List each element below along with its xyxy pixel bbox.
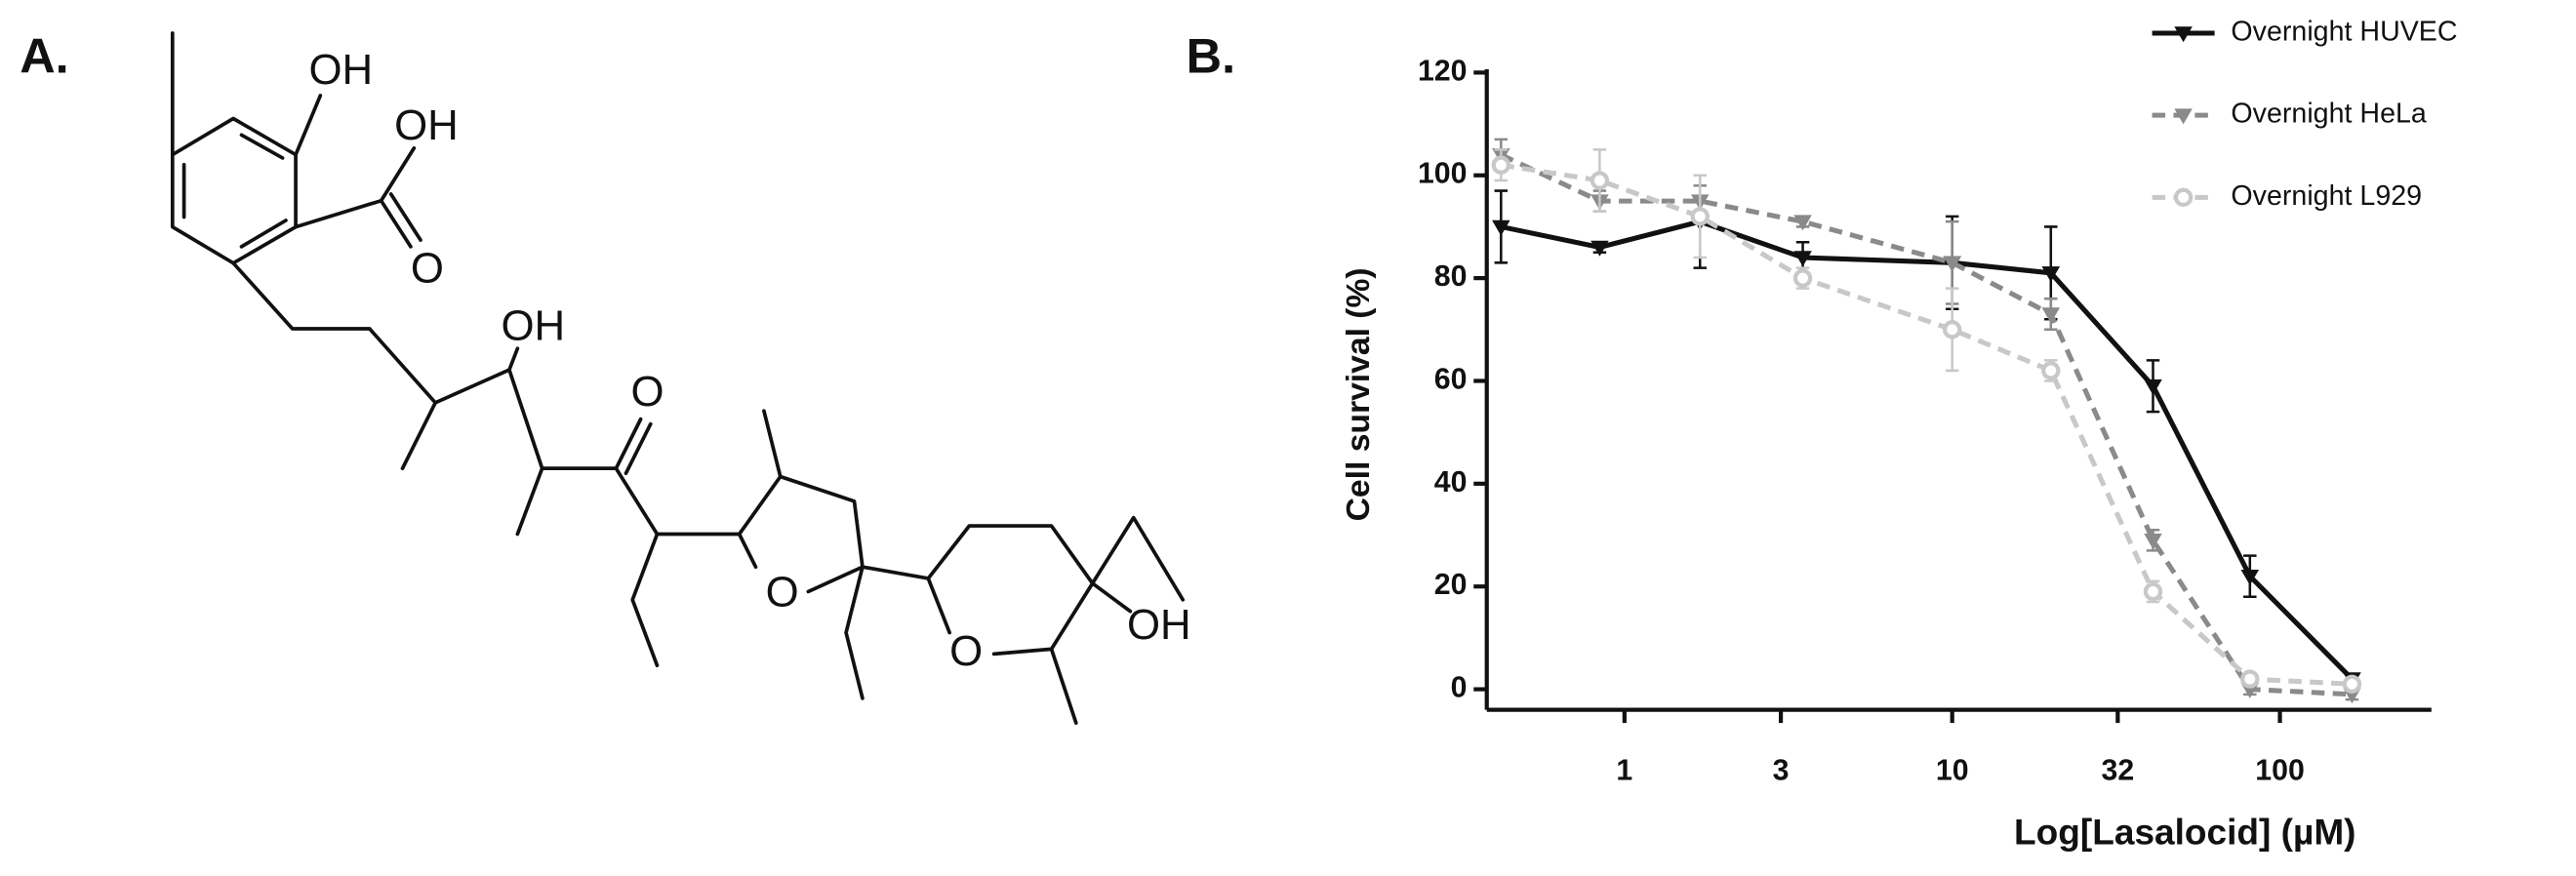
chemical-structure: OH OH O OH O O O OH [170, 31, 1191, 725]
marker [2144, 534, 2162, 550]
x-axis-title: Log[Lasalocid] (µM) [2014, 811, 2355, 852]
bond [294, 94, 323, 157]
atom-label: O [411, 245, 444, 293]
bond [170, 116, 298, 265]
marker [2144, 379, 2162, 396]
marker [2041, 266, 2061, 283]
marker [1793, 251, 1812, 267]
y-tick-label: 20 [1434, 569, 1468, 601]
atom-label: OH [502, 302, 566, 350]
y-tick-label: 60 [1434, 363, 1468, 395]
panel-label: B. [1187, 27, 1236, 83]
marker [2143, 581, 2163, 602]
x-tick-label: 100 [2255, 755, 2305, 787]
panel-label: A. [20, 27, 69, 83]
x-tick-label: 10 [1936, 755, 1969, 787]
marker [1792, 268, 1813, 288]
y-tick-label: 120 [1418, 55, 1468, 87]
series-line [1500, 219, 2355, 681]
marker [1943, 320, 1962, 339]
marker [1943, 256, 1961, 272]
y-tick-label: 100 [1418, 158, 1468, 190]
bond [737, 409, 865, 594]
marker [2240, 669, 2260, 689]
marker [1793, 215, 1812, 231]
atom-label: O [631, 368, 664, 416]
marker [2342, 674, 2362, 694]
legend-marker [2174, 108, 2193, 125]
marker [1492, 219, 1510, 236]
atom-label: O [766, 568, 799, 616]
atom-label: OH [309, 46, 374, 94]
bond [400, 346, 660, 668]
marker [2240, 569, 2260, 585]
y-axis-title: Cell survival (%) [1341, 267, 1377, 521]
marker [2041, 307, 2061, 324]
legend-label: Overnight HeLa [2231, 99, 2426, 130]
bond [181, 133, 288, 249]
series-line [1500, 162, 2353, 687]
atom-label: OH [394, 101, 459, 149]
y-tick-label: 0 [1451, 672, 1468, 704]
marker [1491, 155, 1511, 175]
atom-label: O [949, 627, 983, 675]
marker [1590, 240, 1609, 257]
x-tick-label: 1 [1616, 755, 1632, 787]
legend-marker [2173, 187, 2194, 208]
marker [1590, 171, 1610, 190]
x-tick-label: 3 [1773, 755, 1790, 787]
bond [294, 145, 423, 249]
bond [1049, 515, 1186, 725]
marker [2041, 361, 2061, 380]
legend-label: Overnight HUVEC [2231, 17, 2457, 48]
marker [1690, 207, 1710, 226]
y-tick-label: 40 [1434, 466, 1468, 498]
series-line [1500, 152, 2353, 697]
x-tick-label: 32 [2101, 755, 2134, 787]
y-tick-label: 80 [1434, 260, 1468, 293]
legend-marker [2174, 26, 2193, 43]
legend-label: Overnight L929 [2231, 180, 2422, 212]
atom-label: OH [1127, 601, 1191, 649]
